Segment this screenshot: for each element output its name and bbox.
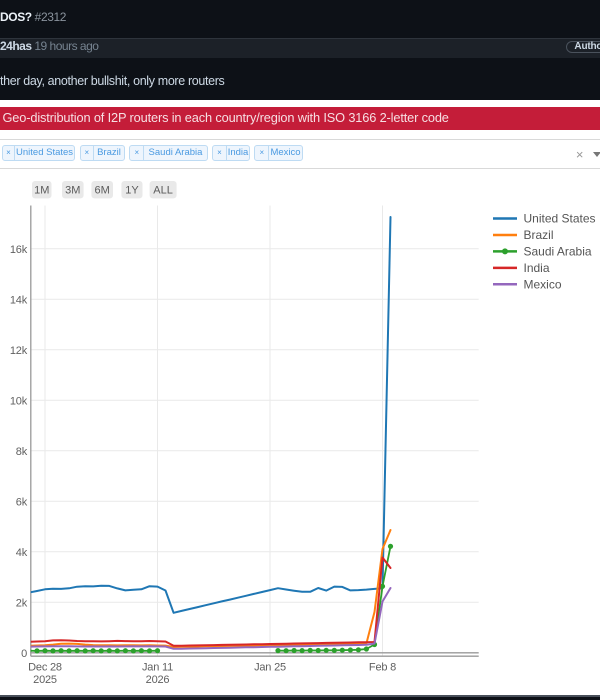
svg-text:0: 0 xyxy=(21,648,27,660)
svg-text:6M: 6M xyxy=(95,185,110,197)
svg-text:2025: 2025 xyxy=(33,674,57,686)
svg-text:United States: United States xyxy=(524,212,596,226)
svg-text:12k: 12k xyxy=(10,345,28,357)
svg-text:Mexico: Mexico xyxy=(524,277,562,291)
svg-text:Dec 28: Dec 28 xyxy=(28,662,62,674)
svg-text:1Y: 1Y xyxy=(125,185,139,197)
svg-text:ALL: ALL xyxy=(153,185,173,197)
svg-text:4k: 4k xyxy=(16,547,28,559)
svg-text:6k: 6k xyxy=(16,496,28,508)
svg-text:16k: 16k xyxy=(10,244,28,256)
svg-text:14k: 14k xyxy=(10,294,28,306)
svg-text:2026: 2026 xyxy=(146,674,170,686)
svg-text:Jan 11: Jan 11 xyxy=(142,662,173,674)
svg-text:Brazil: Brazil xyxy=(524,228,554,242)
svg-text:8k: 8k xyxy=(16,446,28,458)
svg-text:Saudi Arabia: Saudi Arabia xyxy=(524,244,592,258)
svg-text:Jan 25: Jan 25 xyxy=(254,662,286,674)
svg-text:3M: 3M xyxy=(65,185,80,197)
svg-text:10k: 10k xyxy=(10,395,28,407)
svg-text:1M: 1M xyxy=(34,185,49,197)
svg-text:Feb 8: Feb 8 xyxy=(369,662,396,674)
svg-text:India: India xyxy=(524,261,550,275)
svg-text:2k: 2k xyxy=(16,597,28,609)
